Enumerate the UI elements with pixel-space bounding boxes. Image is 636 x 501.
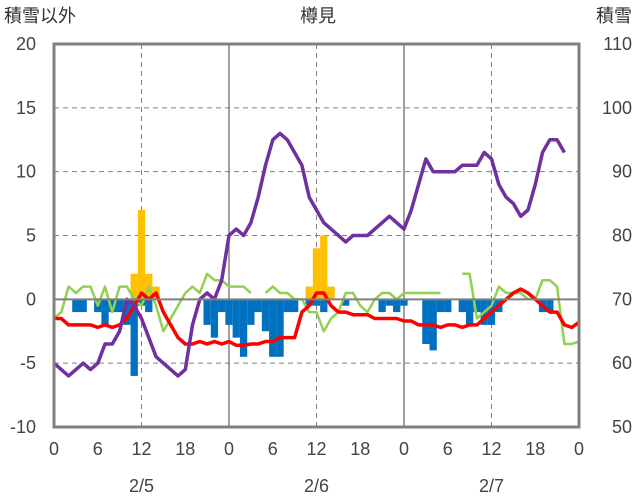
precip-bar (393, 299, 401, 313)
precip-bar (115, 299, 124, 313)
x-tick-label: 12 (131, 439, 151, 459)
x-tick-label: 0 (399, 439, 409, 459)
snowfall-bar (305, 286, 313, 300)
y-left-tick-label: 5 (26, 226, 36, 246)
station-title: 樽見 (300, 6, 336, 27)
snowfall-bar (327, 286, 335, 300)
left-axis-title: 積雪以外 (4, 6, 76, 27)
y-right-tick-label: 80 (612, 226, 632, 246)
precip-bar (283, 299, 291, 313)
x-tick-label: 12 (481, 439, 501, 459)
precip-bar (218, 299, 226, 313)
series-lines (52, 131, 581, 378)
y-right-ticks: 110 100 90 80 70 60 50 (602, 34, 632, 437)
date-label: 2/7 (479, 476, 504, 496)
y-left-tick-label: 20 (16, 34, 36, 54)
y-left-tick-label: 0 (26, 289, 36, 309)
precip-bar (254, 299, 262, 313)
precip-bars (72, 299, 554, 376)
y-right-tick-label: 100 (602, 98, 632, 118)
x-tick-label: 0 (574, 439, 584, 459)
date-label: 2/6 (304, 476, 329, 496)
snowfall-bar (320, 235, 328, 300)
x-tick-label: 12 (306, 439, 326, 459)
precip-bar (101, 299, 109, 325)
snowfall-bar (130, 273, 138, 300)
precip-bar (130, 299, 138, 376)
precip-bar (123, 299, 131, 325)
precip-bar (385, 299, 394, 306)
precip-bar (210, 299, 219, 338)
precip-bar (546, 299, 554, 313)
precip-bar (145, 299, 153, 313)
precip-bar (312, 299, 321, 306)
x-tick-label: 18 (525, 439, 545, 459)
precip-bar (239, 299, 248, 357)
precip-bar (108, 299, 116, 313)
y-left-tick-label: 10 (16, 162, 36, 182)
precip-bar (458, 299, 466, 313)
x-tick-label: 6 (443, 439, 453, 459)
precip-bar (290, 299, 299, 313)
precip-bar (342, 299, 350, 306)
y-left-tick-label: 15 (16, 98, 36, 118)
snowfall-bar (312, 248, 321, 300)
precip-bar (378, 299, 386, 313)
precip-bar (79, 299, 87, 313)
precip-bar (436, 299, 445, 313)
precip-bar (422, 299, 430, 345)
precip-bar (444, 299, 452, 313)
y-left-tick-label: -5 (20, 353, 36, 373)
precip-bar (473, 299, 481, 313)
x-tick-label: 6 (93, 439, 103, 459)
x-tick-label: 0 (49, 439, 59, 459)
precip-bar (72, 299, 80, 313)
date-label: 2/5 (129, 476, 154, 496)
precip-bar (276, 299, 284, 357)
humidity-line (462, 272, 580, 346)
precip-bar (400, 299, 408, 306)
grid-lines (54, 44, 579, 427)
x-tick-label: 6 (268, 439, 278, 459)
precip-bar (320, 299, 328, 313)
y-right-tick-label: 70 (612, 289, 632, 309)
x-tick-label: 18 (175, 439, 195, 459)
plot-frame (52, 42, 581, 429)
precip-bar (465, 299, 474, 325)
y-right-tick-label: 60 (612, 353, 632, 373)
x-tick-label: 0 (224, 439, 234, 459)
precip-bar (203, 299, 211, 325)
y-right-tick-label: 110 (603, 34, 632, 54)
temperature-line (54, 287, 581, 348)
precip-bar (225, 299, 233, 325)
snowfall-bar (137, 209, 146, 300)
date-labels: 2/5 2/6 2/7 (129, 476, 504, 496)
y-left-ticks: 20 15 10 5 0 -5 -10 (10, 34, 36, 437)
x-ticks: 0 6 12 18 0 6 12 18 0 6 12 18 0 (49, 439, 584, 459)
precip-bar (261, 299, 270, 332)
y-right-tick-label: 90 (612, 162, 632, 182)
precip-bar (269, 299, 277, 357)
precip-bar (247, 299, 255, 325)
snow-depth-line (52, 131, 566, 378)
right-axis-title: 積雪 (596, 6, 632, 27)
y-right-tick-label: 50 (612, 417, 632, 437)
y-left-tick-label: -10 (10, 417, 36, 437)
x-tick-label: 18 (350, 439, 370, 459)
precip-bar (232, 299, 240, 338)
